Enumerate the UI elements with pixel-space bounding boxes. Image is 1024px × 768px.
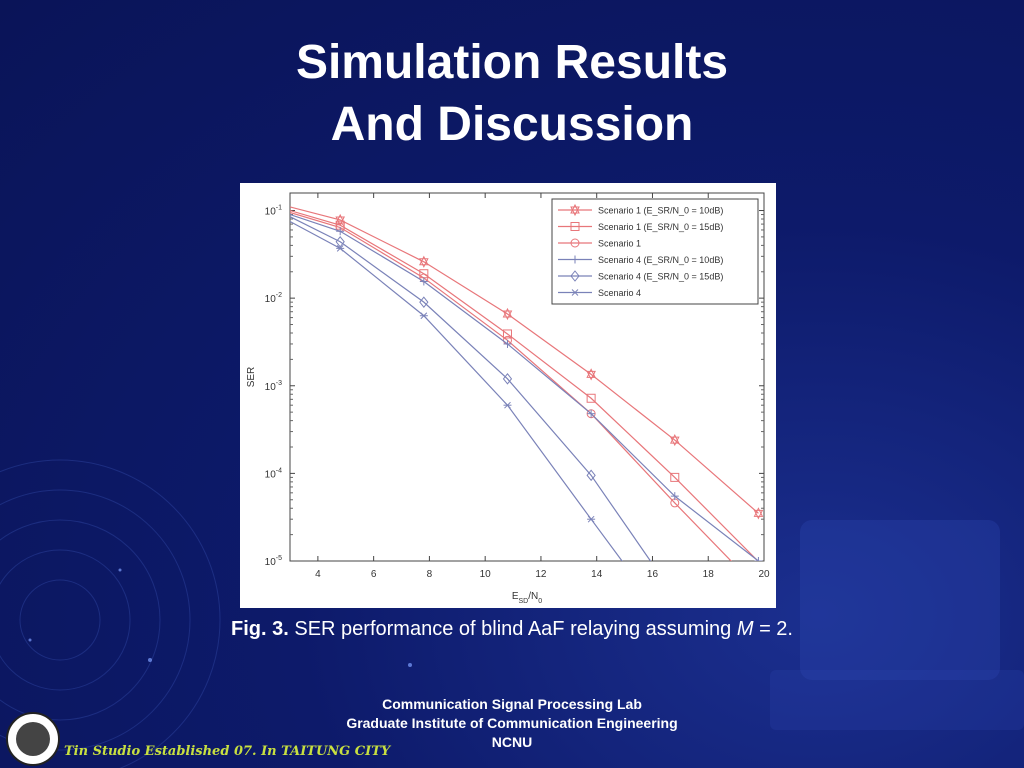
data-point-s5: [586, 469, 596, 482]
x-tick-label: 12: [535, 569, 547, 580]
x-tick-label: 4: [315, 569, 321, 580]
y-axis-label: SER: [246, 367, 257, 388]
data-point-s2: [502, 329, 512, 339]
legend-marker: [570, 270, 580, 282]
legend-marker: [570, 203, 580, 217]
caption-prefix: Fig. 3.: [231, 618, 289, 640]
data-point-s1: [419, 255, 429, 268]
series-line-6: [290, 220, 623, 561]
data-point-s1: [502, 307, 513, 321]
legend-label: Scenario 1 (E_SR/N_0 = 15dB): [598, 222, 723, 232]
series-line-5: [290, 216, 652, 561]
data-point-s5: [335, 235, 345, 248]
legend-label: Scenario 4 (E_SR/N_0 = 10dB): [598, 255, 723, 265]
data-point-s6: [419, 312, 428, 320]
caption-suffix: = 2.: [759, 618, 793, 640]
x-tick-label: 10: [480, 569, 492, 580]
data-point-s4: [336, 227, 345, 236]
x-tick-label: 6: [371, 569, 377, 580]
ser-chart: 4 6 8 10 12 14 16 18 20 10-1 10-2 10-3 10-4 10-5 ESD/N…: [240, 183, 776, 608]
data-point-s2: [670, 472, 680, 482]
legend-label: Scenario 4: [598, 288, 641, 298]
data-point-s2: [586, 393, 596, 403]
slide-title: Simulation Results And Discussion: [0, 32, 1024, 156]
x-tick-label: 14: [591, 569, 603, 580]
footer-institute: Graduate Institute of Communication Engi…: [346, 715, 678, 731]
data-point-s4: [754, 557, 763, 561]
caption-variable: M: [736, 618, 754, 640]
data-point-s6: [336, 245, 345, 252]
title-line-2: And Discussion: [330, 98, 694, 151]
data-point-s5: [419, 296, 429, 308]
studio-logo: [6, 712, 60, 766]
legend-marker: [571, 289, 579, 296]
logo-emblem-icon: [16, 722, 50, 756]
studio-credit: Tin Studio Established 07. In TAITUNG CI…: [64, 744, 391, 759]
series-line-2: [290, 209, 759, 561]
data-point-s1: [669, 433, 680, 447]
y-tick-label: 10-5: [265, 555, 282, 568]
plot-frame: [289, 192, 765, 562]
series-group: [290, 206, 764, 561]
title-line-1: Simulation Results: [295, 36, 729, 89]
y-tick-label: 10-1: [265, 205, 282, 218]
x-tick-label: 18: [703, 569, 715, 580]
legend-label: Scenario 1 (E_SR/N_0 = 10dB): [598, 206, 723, 216]
legend-label: Scenario 1: [598, 239, 641, 249]
legend-label: Scenario 4 (E_SR/N_0 = 15dB): [598, 272, 723, 282]
data-point-s5: [502, 373, 513, 385]
ser-chart-svg: 4 6 8 10 12 14 16 18 20 10-1 10-2 10-3 10-4 10-5 ESD/N…: [246, 192, 770, 605]
data-point-s4: [503, 339, 512, 348]
x-axis-label: ESD/N0: [512, 591, 542, 605]
legend-marker: [570, 222, 580, 231]
data-point-s1: [753, 507, 764, 520]
y-tick-label: 10-4: [265, 467, 282, 480]
legend-box: [551, 198, 759, 305]
footer-university: NCNU: [491, 734, 533, 750]
caption-text: SER performance of blind AaF relaying as…: [294, 618, 732, 640]
data-point-s4: [587, 409, 596, 418]
data-point-s6: [587, 515, 596, 523]
x-tick-label: 16: [647, 569, 659, 580]
legend-marker: [571, 255, 579, 264]
footer: Communication Signal Processing Lab Grad…: [0, 695, 1024, 752]
data-point-s4: [670, 492, 679, 501]
data-point-s6: [503, 401, 512, 409]
footer-lab: Communication Signal Processing Lab: [382, 696, 642, 712]
data-point-s1: [586, 368, 596, 381]
y-tick-label: 10-2: [265, 292, 282, 305]
x-tick-label: 8: [427, 569, 433, 580]
series-line-1: [290, 206, 759, 514]
legend-marker: [570, 238, 580, 248]
y-tick-label: 10-3: [265, 380, 282, 393]
figure-caption: Fig. 3. SER performance of blind AaF rel…: [0, 618, 1024, 641]
data-point-s4: [419, 277, 428, 286]
x-tick-label: 20: [758, 569, 770, 580]
